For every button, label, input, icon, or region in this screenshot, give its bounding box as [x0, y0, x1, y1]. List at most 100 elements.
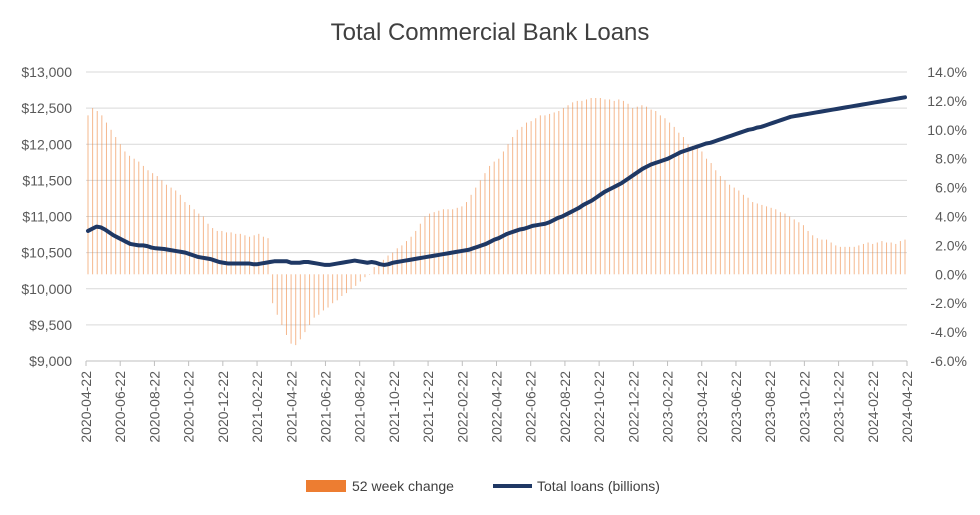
- bar: [567, 105, 569, 275]
- x-tick-label: 2021-12-22: [420, 371, 436, 443]
- bar: [655, 111, 657, 275]
- bar: [798, 222, 800, 275]
- x-tick-label: 2022-02-22: [454, 371, 470, 443]
- bar: [452, 209, 454, 275]
- bar: [802, 225, 804, 275]
- bar: [632, 108, 634, 275]
- bar-series-52-week-change: [87, 98, 906, 346]
- bar: [659, 115, 661, 275]
- bar: [276, 274, 278, 315]
- bar: [96, 111, 98, 275]
- bar: [862, 243, 864, 275]
- bar: [701, 151, 703, 275]
- bar: [341, 274, 343, 296]
- bar: [193, 209, 195, 275]
- bar: [438, 210, 440, 275]
- y-left-tick-label: $13,000: [21, 64, 72, 80]
- bar: [502, 151, 504, 275]
- bar: [849, 246, 851, 275]
- bar: [821, 239, 823, 275]
- bar: [558, 111, 560, 275]
- bar: [281, 274, 283, 325]
- bar: [299, 274, 301, 340]
- legend-swatch-52-week-change: [306, 480, 346, 492]
- bar: [304, 274, 306, 333]
- bar: [369, 274, 371, 275]
- x-tick-label: 2021-02-22: [249, 371, 265, 443]
- bar: [876, 242, 878, 275]
- bar: [119, 144, 121, 275]
- bar: [756, 203, 758, 275]
- bar: [622, 100, 624, 275]
- bar: [415, 230, 417, 275]
- bar: [419, 223, 421, 275]
- x-tick-label: 2022-10-22: [591, 371, 607, 443]
- y-right-tick-label: 4.0%: [935, 209, 967, 225]
- bar: [479, 180, 481, 275]
- bar: [530, 121, 532, 275]
- bar: [858, 245, 860, 275]
- bar: [627, 103, 629, 275]
- x-tick-label: 2023-06-22: [728, 371, 744, 443]
- bar: [886, 242, 888, 275]
- bar: [789, 216, 791, 275]
- y-right-tick-label: -6.0%: [930, 353, 967, 369]
- y-right-tick-label: 12.0%: [927, 93, 967, 109]
- bar: [521, 126, 523, 275]
- bar: [609, 99, 611, 275]
- x-tick-label: 2022-12-22: [625, 371, 641, 443]
- bar: [512, 137, 514, 275]
- bar: [355, 274, 357, 286]
- bar: [807, 230, 809, 275]
- bar: [867, 242, 869, 275]
- bar: [493, 161, 495, 275]
- bar: [710, 163, 712, 275]
- bar: [715, 170, 717, 275]
- bar: [87, 115, 89, 275]
- bar: [110, 129, 112, 275]
- y-right-tick-label: -4.0%: [930, 324, 967, 340]
- bar: [258, 233, 260, 275]
- bar: [207, 223, 209, 275]
- bar: [461, 206, 463, 275]
- bar: [599, 98, 601, 275]
- x-tick-label: 2021-04-22: [283, 371, 299, 443]
- bar: [152, 173, 154, 275]
- y-left-tick-label: $12,000: [21, 136, 72, 152]
- y-left-tick-label: $10,500: [21, 245, 72, 261]
- bar: [212, 228, 214, 275]
- bar: [115, 137, 117, 275]
- bar: [516, 129, 518, 275]
- bar: [706, 158, 708, 275]
- y-left-tick-label: $12,500: [21, 100, 72, 116]
- bar: [581, 100, 583, 275]
- y-right-tick-label: 2.0%: [935, 237, 967, 253]
- bar: [507, 144, 509, 275]
- bar: [590, 98, 592, 275]
- bar: [696, 147, 698, 275]
- bar: [456, 207, 458, 275]
- bar: [678, 132, 680, 275]
- bar: [562, 108, 564, 275]
- x-tick-label: 2021-06-22: [317, 371, 333, 443]
- bar: [664, 118, 666, 275]
- bar: [244, 235, 246, 275]
- bar: [761, 204, 763, 275]
- bar: [156, 176, 158, 275]
- bar: [318, 274, 320, 315]
- bar: [133, 158, 135, 275]
- bar: [775, 209, 777, 275]
- x-tick-label: 2023-04-22: [694, 371, 710, 443]
- bar: [465, 202, 467, 275]
- bar: [673, 126, 675, 275]
- bar: [359, 274, 361, 282]
- bar: [752, 202, 754, 275]
- bar: [881, 241, 883, 275]
- bar: [313, 274, 315, 318]
- bar: [175, 190, 177, 275]
- bar: [235, 233, 237, 275]
- bar: [239, 233, 241, 275]
- bar: [839, 246, 841, 275]
- x-tick-label: 2020-10-22: [181, 371, 197, 443]
- bar: [835, 245, 837, 275]
